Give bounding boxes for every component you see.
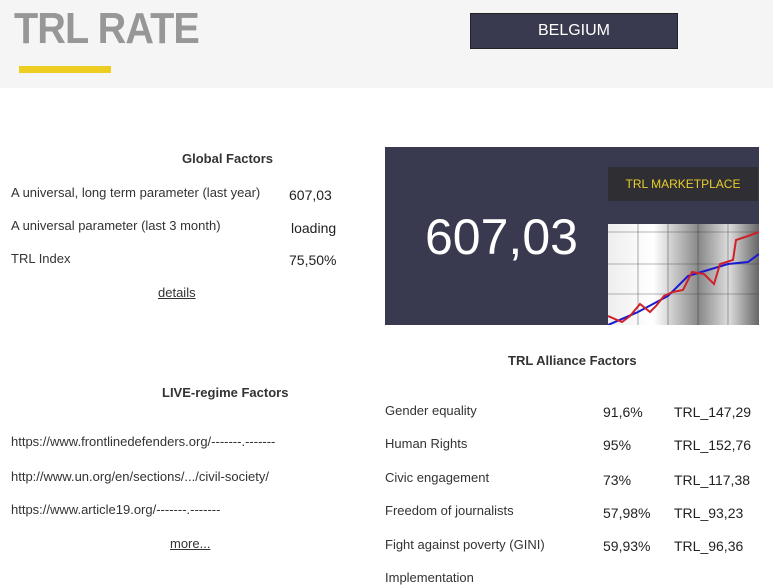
global-row-label: A universal, long term parameter (last y… [11,185,261,200]
alliance-row-trl: TRL_147,29 [674,404,752,420]
country-button[interactable]: BELGIUM [470,13,678,49]
alliance-row-pct: 91,6% [603,404,643,420]
alliance-factors-title: TRL Alliance Factors [508,353,637,368]
marketplace-button[interactable]: TRL MARKETPLACE [608,167,758,201]
live-link[interactable]: http://www.un.org/en/sections/.../civil-… [11,469,269,484]
live-factors-title: LIVE-regime Factors [162,385,289,400]
alliance-row-label: Civic engagement [385,470,490,485]
alliance-row-trl: TRL_152,76 [674,437,752,453]
alliance-row-trl: TRL_96,36 [674,538,744,554]
alliance-row-label: Human Rights [385,436,468,451]
global-row-label: A universal parameter (last 3 month) [11,218,221,233]
page-title: TRL RATE [14,4,200,53]
alliance-row-trl: TRL_117,38 [674,472,751,488]
global-row-value: 607,03 [289,187,332,203]
alliance-row-pct: 95% [603,437,632,453]
global-factors-title: Global Factors [182,151,274,166]
more-link[interactable]: more... [170,536,211,551]
details-link[interactable]: details [158,285,196,300]
live-link[interactable]: https://www.article19.org/-------.------… [11,502,221,517]
global-row-value: 75,50% [289,252,337,268]
alliance-row-pct: 59,93% [603,538,651,554]
accent-bar [19,66,111,73]
alliance-row-label: Implementation [385,570,474,585]
alliance-row-label: Gender equality [385,403,477,418]
live-link[interactable]: https://www.frontlinedefenders.org/-----… [11,434,276,449]
alliance-row-pct: 57,98% [603,505,651,521]
alliance-row-pct: 73% [603,472,632,488]
alliance-row-label: Fight against poverty (GINI) [385,537,545,552]
rate-value: 607,03 [425,209,578,265]
market-chart-image [608,224,759,325]
global-row-value: loading [291,220,337,236]
alliance-row-label: Freedom of journalists [385,503,514,518]
alliance-row-trl: TRL_93,23 [674,505,744,521]
global-row-label: TRL Index [11,251,71,266]
